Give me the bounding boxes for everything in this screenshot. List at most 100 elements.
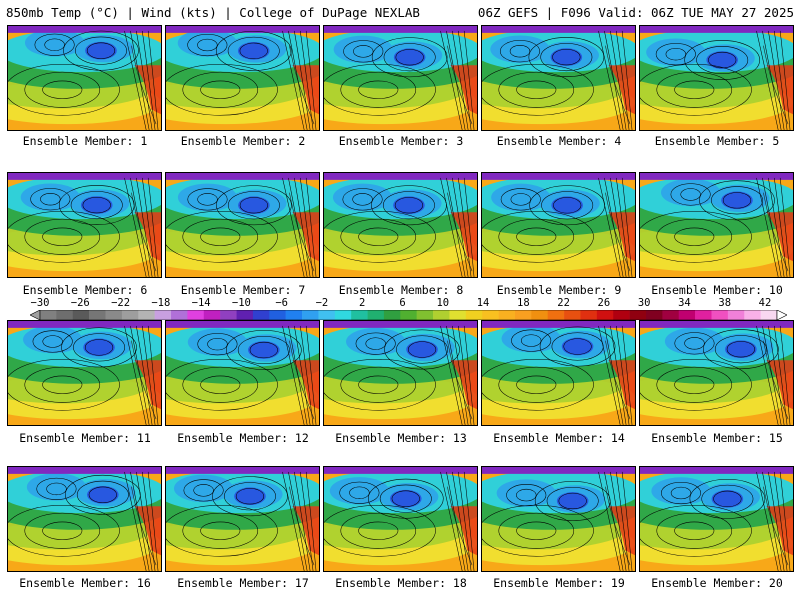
ensemble-member-caption: Ensemble Member: 12 [177,431,309,445]
colorbar-tick-label: −18 [151,297,171,309]
colorbar-swatch [302,310,319,320]
ensemble-member-caption: Ensemble Member: 16 [19,576,151,590]
colorbar-swatch [416,310,434,320]
colorbar-swatch [351,310,368,320]
colorbar-swatch [678,310,696,320]
colorbar-swatch [449,310,467,320]
ensemble-map-panel [481,25,636,131]
colorbar-swatch [171,310,188,320]
colorbar-swatch [580,310,598,320]
colorbar-swatch [482,310,499,320]
colorbar-tick-label: 34 [678,297,691,309]
temperature-colorbar [30,310,787,320]
colorbar-swatch [629,310,647,320]
colorbar-tick-label: −2 [315,297,329,309]
temperature-map [482,26,635,130]
temperature-map [482,173,635,277]
colorbar-swatch [711,310,729,320]
ensemble-member-caption: Ensemble Member: 20 [651,576,783,590]
ensemble-map-panel [323,320,478,426]
colorbar-swatch [56,310,74,320]
temperature-map [640,26,793,130]
ensemble-map-panel [165,172,320,278]
ensemble-member-caption: Ensemble Member: 18 [335,576,467,590]
ensemble-map-panel [323,25,478,131]
colorbar-swatch [203,310,221,320]
ensemble-member-caption: Ensemble Member: 7 [180,283,306,297]
ensemble-map-panel [7,172,162,278]
colorbar-tick-label: 38 [718,297,732,309]
colorbar-swatch [40,310,57,320]
colorbar-swatch [564,310,581,320]
temperature-map [324,26,477,130]
colorbar-swatch [744,310,761,320]
ensemble-map-panel [481,172,636,278]
colorbar-tick-label: −10 [231,297,251,309]
colorbar-swatch [252,310,270,320]
colorbar-swatch [547,310,565,320]
colorbar-swatch [531,310,549,320]
colorbar-swatch [613,310,630,320]
ensemble-member-caption: Ensemble Member: 3 [338,134,464,148]
ensemble-map-panel [165,320,320,426]
colorbar-swatch [662,310,680,320]
colorbar-tick-label: −14 [191,297,211,309]
ensemble-map-panel [481,320,636,426]
ensemble-member-caption: Ensemble Member: 5 [654,134,780,148]
ensemble-member-caption: Ensemble Member: 4 [496,134,622,148]
colorbar-tick-label: 26 [597,297,611,309]
colorbar-swatch [727,310,745,320]
colorbar-swatch [318,310,336,320]
temperature-map [166,321,319,425]
colorbar-swatch [105,310,123,320]
colorbar-tick-label: −6 [275,297,288,309]
temperature-map [324,173,477,277]
colorbar-tick-label: 6 [399,297,406,309]
colorbar-tick-label: 14 [476,297,490,309]
colorbar-swatch [760,310,778,320]
ensemble-map-panel [323,466,478,572]
colorbar-tick-label: 10 [436,297,450,309]
colorbar-tick-label: −22 [111,297,131,309]
ensemble-map-panel [7,320,162,426]
colorbar-swatch [121,310,139,320]
colorbar-tick-label: 18 [517,297,530,309]
ensemble-map-panel [481,466,636,572]
colorbar-swatch [269,310,286,320]
ensemble-map-panel [165,25,320,131]
ensemble-map-panel [639,172,794,278]
colorbar-swatch [596,310,614,320]
colorbar-swatch [220,310,237,320]
ensemble-member-caption: Ensemble Member: 11 [19,431,151,445]
ensemble-member-caption: Ensemble Member: 8 [338,283,464,297]
colorbar-swatch [498,310,516,320]
ensemble-map-panel [639,320,794,426]
colorbar-right-arrow [776,310,787,320]
colorbar-swatch [465,310,483,320]
ensemble-member-caption: Ensemble Member: 17 [177,576,309,590]
ensemble-map-panel [323,172,478,278]
colorbar-swatch [138,310,155,320]
colorbar-swatch [72,310,90,320]
colorbar-tick-label: 42 [758,297,772,309]
colorbar-tick-label: −30 [30,297,50,309]
colorbar-tick-label: 2 [359,297,366,309]
temperature-map [166,173,319,277]
colorbar-tick-label: −26 [70,297,90,309]
colorbar-swatch [367,310,385,320]
temperature-map [8,467,161,571]
ensemble-member-caption: Ensemble Member: 15 [651,431,783,445]
ensemble-map-panel [7,466,162,572]
temperature-map [482,467,635,571]
valid-time: 06Z GEFS | F096 Valid: 06Z TUE MAY 27 20… [477,5,794,20]
colorbar-tick-label: 30 [637,297,651,309]
colorbar-swatch [433,310,450,320]
ensemble-member-caption: Ensemble Member: 2 [180,134,306,148]
temperature-map [166,26,319,130]
colorbar-left-arrow [30,310,41,320]
temperature-map [8,321,161,425]
colorbar-swatch [645,310,663,320]
ensemble-member-caption: Ensemble Member: 13 [335,431,467,445]
temperature-map [640,321,793,425]
colorbar-swatch [695,310,712,320]
